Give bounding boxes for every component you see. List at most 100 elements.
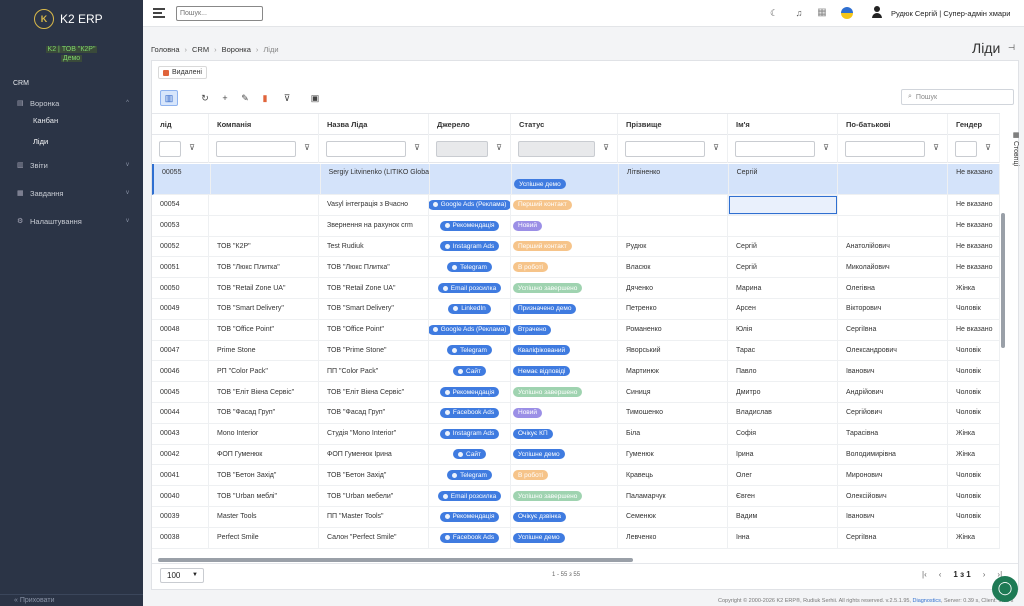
- filter-input[interactable]: [735, 141, 815, 157]
- filter-icon[interactable]: ⊽: [985, 143, 991, 152]
- collapse-sidebar-button[interactable]: « Приховати: [0, 594, 143, 606]
- cell-lead[interactable]: 00044: [152, 402, 209, 423]
- cell-company[interactable]: ФОП Гуменюк: [209, 444, 319, 465]
- cell-gender[interactable]: Не вказано: [948, 195, 1000, 215]
- cell-lead-name[interactable]: Салон "Perfect Smile": [319, 527, 429, 548]
- cell-last-name[interactable]: Гуменюк: [618, 444, 728, 465]
- filter-input[interactable]: [845, 141, 925, 157]
- pin-icon[interactable]: ⊣: [1008, 43, 1015, 52]
- cell-source[interactable]: Facebook Ads: [429, 402, 511, 423]
- cell-first-name[interactable]: Євген: [728, 486, 838, 506]
- cell-lead-name[interactable]: ТОВ "Smart Delivery": [319, 298, 429, 319]
- cell-lead-name[interactable]: Студія "Mono Interior": [319, 423, 429, 444]
- cell-status[interactable]: Новий: [511, 402, 618, 423]
- cell-middle-name[interactable]: Іванович: [838, 506, 948, 527]
- cell-middle-name[interactable]: [838, 164, 949, 194]
- header-col-last-name[interactable]: Прізвище: [618, 114, 728, 136]
- cell-status[interactable]: Новий: [511, 215, 618, 236]
- cell-first-name[interactable]: Сергій: [729, 164, 839, 194]
- last-page-icon[interactable]: ›|: [997, 570, 1003, 579]
- table-row[interactable]: 00048 ТОВ "Office Point" ТОВ "Office Point…: [152, 319, 1000, 341]
- app-logo[interactable]: K K2 ERP: [0, 0, 143, 38]
- filter-icon[interactable]: ⊽: [496, 143, 502, 152]
- cell-lead[interactable]: 00045: [152, 382, 209, 402]
- cell-company[interactable]: ТОВ "Urban меблі": [209, 486, 319, 506]
- cell-lead[interactable]: 00054: [152, 195, 209, 215]
- sidebar-item-reports[interactable]: ▥ Звіти v: [0, 158, 143, 172]
- cell-middle-name[interactable]: Володимирівна: [838, 444, 948, 465]
- cell-last-name[interactable]: Семенюк: [618, 506, 728, 527]
- columns-view-button[interactable]: ▥: [160, 90, 178, 106]
- cell-status[interactable]: Успішно завершено: [511, 278, 618, 298]
- cell-lead[interactable]: 00048: [152, 319, 209, 340]
- header-col-status[interactable]: Статус: [511, 114, 618, 136]
- breadcrumb-home[interactable]: Головна: [151, 45, 180, 54]
- cell-gender[interactable]: Чоловік: [948, 402, 1000, 423]
- cell-lead[interactable]: 00049: [152, 298, 209, 319]
- clear-filter-button[interactable]: ⊽: [283, 93, 291, 103]
- cell-source[interactable]: Email розсилка: [429, 278, 511, 298]
- cell-lead[interactable]: 00043: [152, 423, 209, 444]
- cell-source[interactable]: LinkedIn: [429, 298, 511, 319]
- filter-input[interactable]: [326, 141, 406, 157]
- cell-middle-name[interactable]: Миколайович: [838, 257, 948, 278]
- filter-icon[interactable]: ⊽: [933, 143, 939, 152]
- cell-first-name[interactable]: Сергій: [728, 236, 838, 257]
- cell-middle-name[interactable]: Сергійович: [838, 402, 948, 423]
- cell-status[interactable]: Перший контакт: [511, 236, 618, 257]
- cell-status[interactable]: Перший контакт: [511, 195, 618, 215]
- table-row[interactable]: 00045 ТОВ "Еліт Вікна Сервіс" ТОВ "Еліт Ві…: [152, 382, 1000, 403]
- cell-source[interactable]: Google Ads (Реклама): [429, 319, 511, 340]
- cell-company[interactable]: ТОВ "Люкс Плитка": [209, 257, 319, 278]
- cell-gender[interactable]: Чоловік: [948, 486, 1000, 506]
- cell-lead-name[interactable]: ТОВ "Люкс Плитка": [319, 257, 429, 278]
- table-row[interactable]: 00053 Звернення на рахунок crm Рекомендаці…: [152, 215, 1000, 237]
- cell-gender[interactable]: Жінка: [948, 423, 1000, 444]
- cell-status[interactable]: Очікує дзвінка: [511, 506, 618, 527]
- cell-gender[interactable]: Чоловік: [948, 340, 1000, 361]
- grid-search-input[interactable]: ⌕ Пошук: [901, 89, 1014, 105]
- cell-company[interactable]: ТОВ "Бетон Захід": [209, 465, 319, 486]
- cell-last-name[interactable]: [618, 195, 728, 215]
- cell-lead[interactable]: 00055: [154, 164, 211, 194]
- cell-gender[interactable]: Не вказано: [948, 319, 1000, 340]
- cell-company[interactable]: Perfect Smile: [209, 527, 319, 548]
- cell-source[interactable]: Email розсилка: [429, 486, 511, 506]
- cell-first-name[interactable]: Павло: [728, 361, 838, 382]
- cell-middle-name[interactable]: Олегівна: [838, 278, 948, 298]
- export-button[interactable]: ▣: [310, 93, 320, 103]
- org-info[interactable]: K2 | ТОВ "К2Р" Демо: [0, 45, 143, 63]
- table-row[interactable]: 00044 ТОВ "Фасад Груп" ТОВ "Фасад Груп" Fac…: [152, 402, 1000, 424]
- cell-first-name[interactable]: Тарас: [728, 340, 838, 361]
- cell-gender[interactable]: Чоловік: [948, 506, 1000, 527]
- cell-company[interactable]: ТОВ "Фасад Груп": [209, 402, 319, 423]
- global-search-input[interactable]: [176, 6, 263, 21]
- filter-input[interactable]: [216, 141, 296, 157]
- cell-last-name[interactable]: Петренко: [618, 298, 728, 319]
- cell-company[interactable]: Mono Interior: [209, 423, 319, 444]
- user-icon[interactable]: [872, 6, 882, 18]
- table-row[interactable]: 00042 ФОП Гуменюк ФОП Гуменюк Ірина Сайт Усп…: [152, 444, 1000, 466]
- cell-company[interactable]: [211, 164, 321, 194]
- cell-status[interactable]: Немає відповіді: [511, 361, 618, 382]
- cell-middle-name[interactable]: Тарасівна: [838, 423, 948, 444]
- header-col-first-name[interactable]: Ім'я: [728, 114, 838, 136]
- header-col-lead[interactable]: лід: [152, 114, 209, 136]
- cell-company[interactable]: ТОВ "Еліт Вікна Сервіс": [209, 382, 319, 402]
- cell-gender[interactable]: Не вказано: [948, 164, 1000, 194]
- cell-lead[interactable]: 00051: [152, 257, 209, 278]
- next-page-icon[interactable]: ›: [982, 570, 986, 579]
- cell-lead[interactable]: 00052: [152, 236, 209, 257]
- sidebar-item-tasks[interactable]: ▦ Завдання v: [0, 186, 143, 200]
- cell-middle-name[interactable]: [838, 215, 948, 236]
- cell-last-name[interactable]: Біла: [618, 423, 728, 444]
- cell-source[interactable]: Рекомендація: [429, 382, 511, 402]
- cell-status[interactable]: Успішно завершено: [511, 486, 618, 506]
- table-row[interactable]: 00055 Sergiy Litvinenko (LITIKO Global) Ус…: [152, 164, 1000, 195]
- refresh-button[interactable]: ↻: [201, 93, 209, 103]
- cell-first-name[interactable]: Софія: [728, 423, 838, 444]
- cell-lead-name[interactable]: ТОВ "Retail Zone UA": [319, 278, 429, 298]
- cell-company[interactable]: Prime Stone: [209, 340, 319, 361]
- filter-icon[interactable]: ⊽: [189, 143, 195, 152]
- menu-icon[interactable]: [153, 8, 165, 18]
